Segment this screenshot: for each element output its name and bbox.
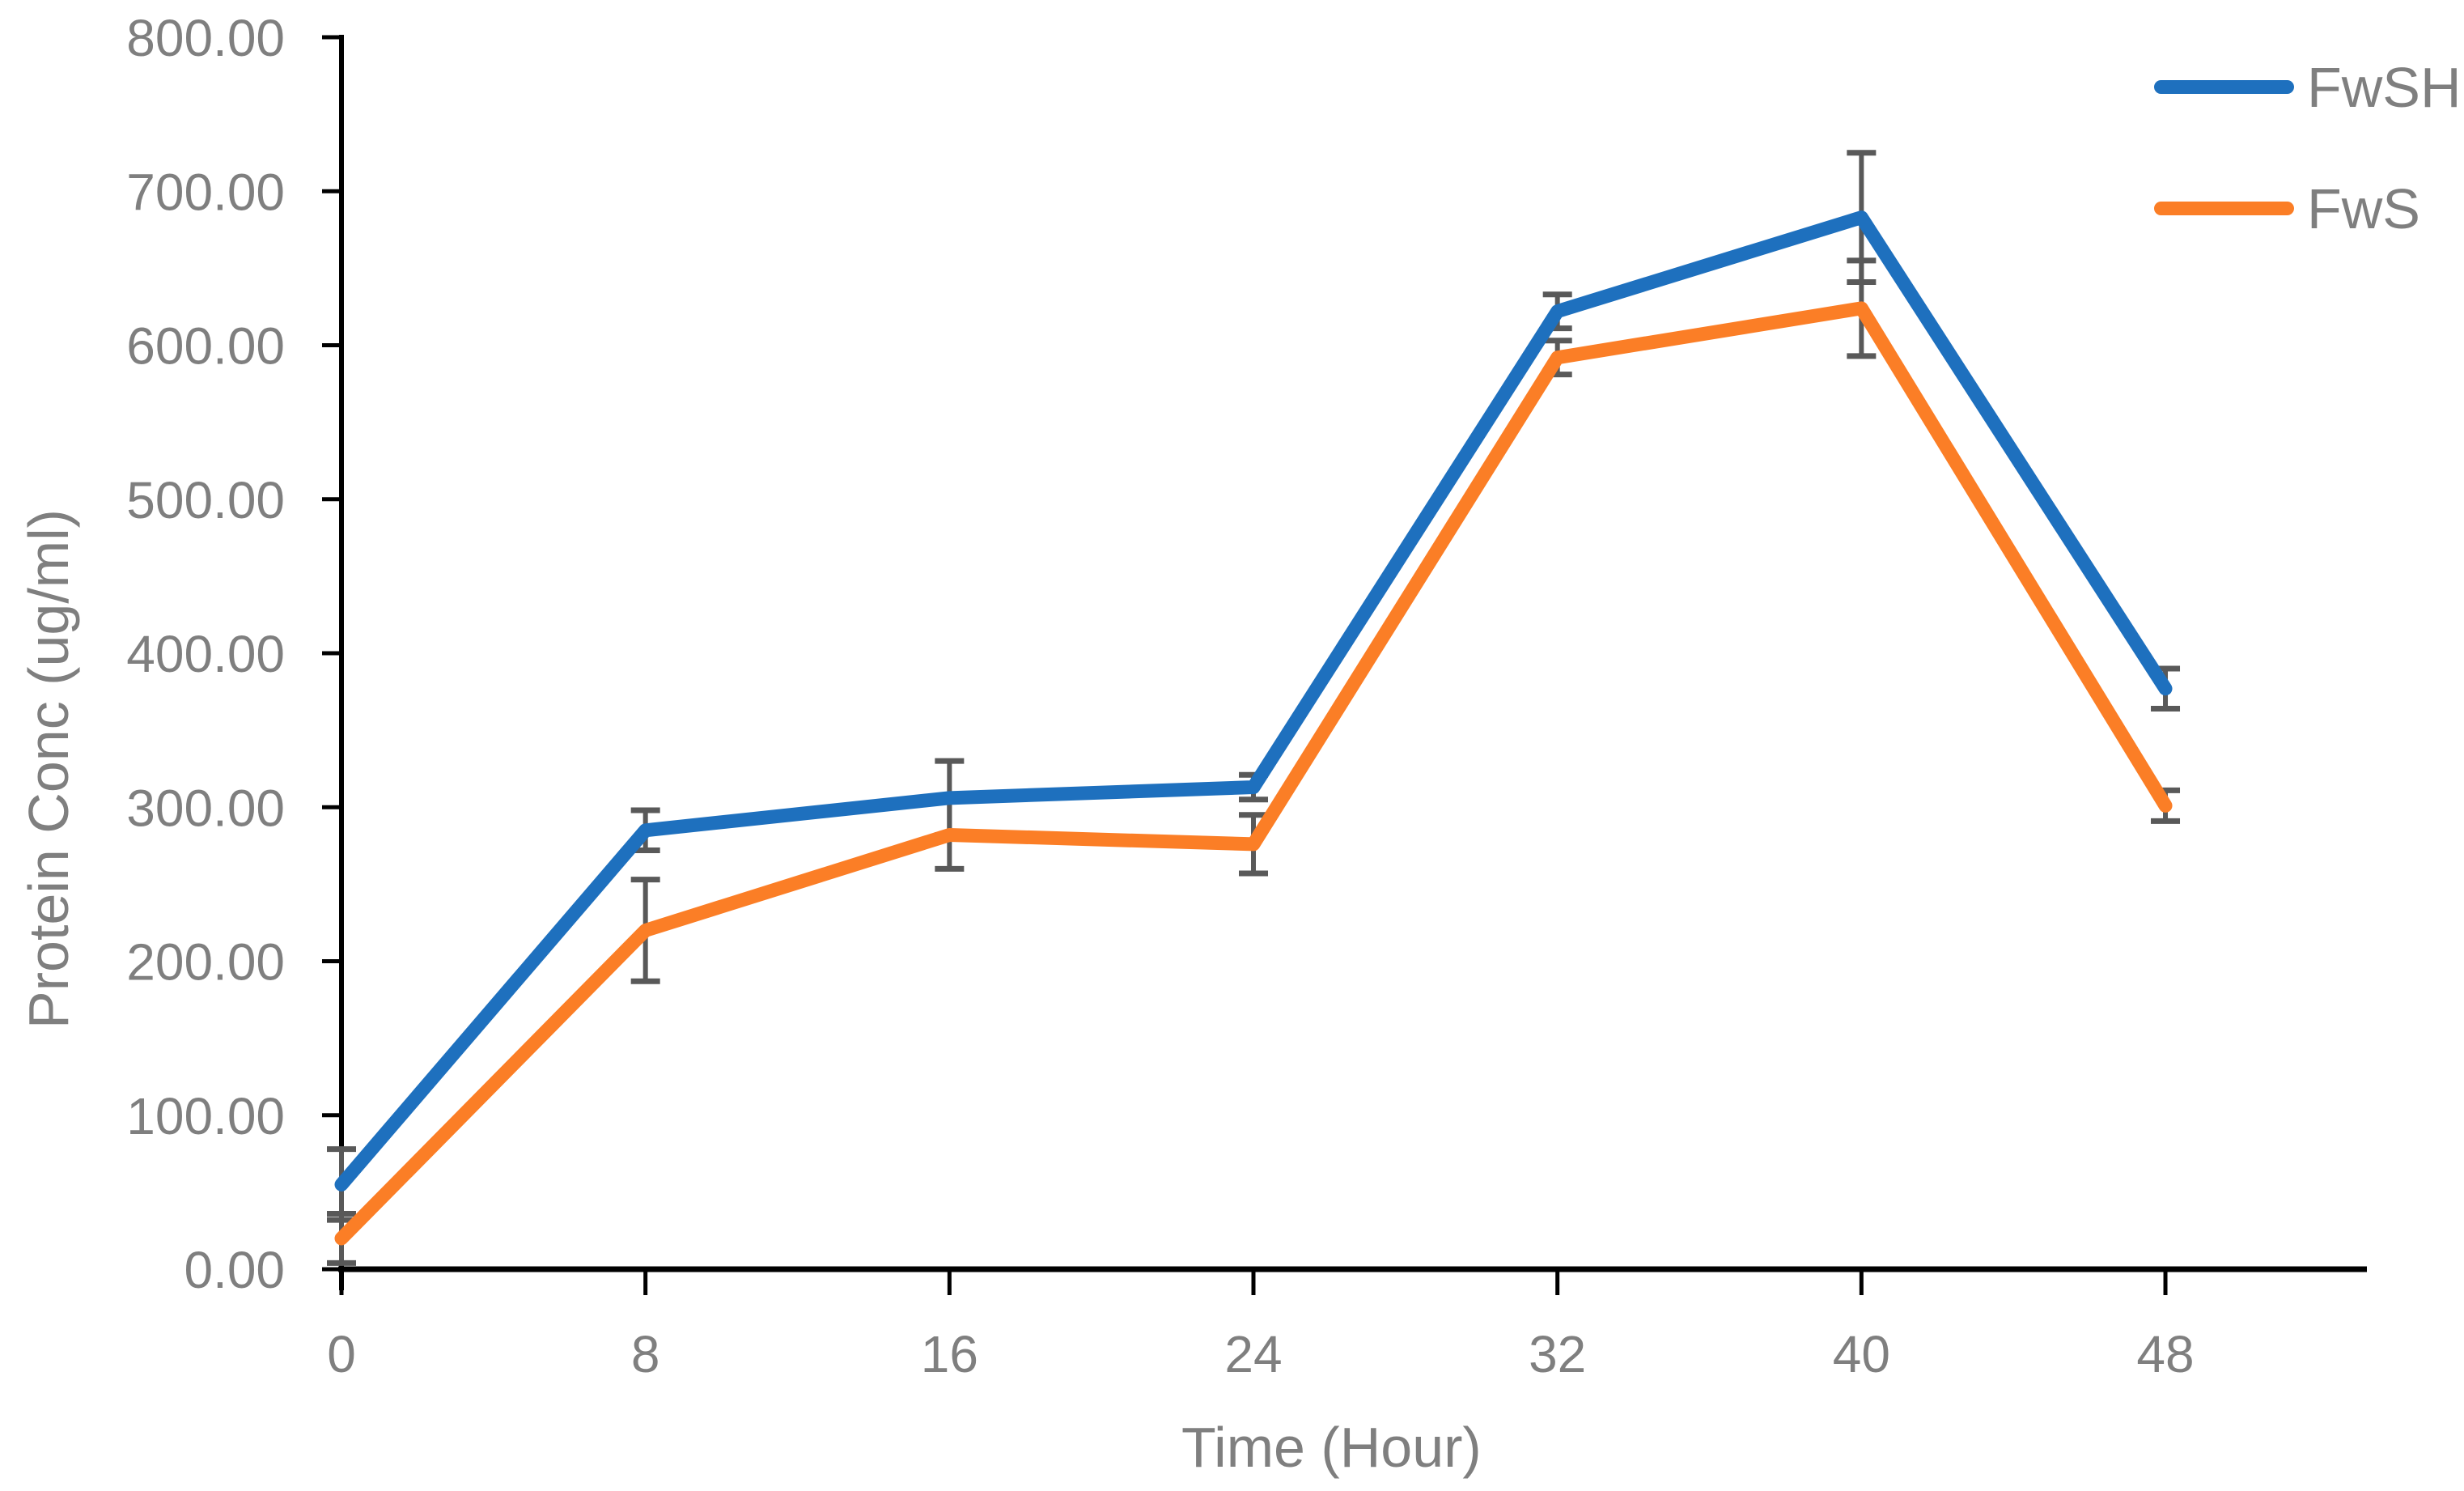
y-axis-title: Protein Conc (ug/ml) — [17, 509, 80, 1029]
fws-line-swatch — [2154, 202, 2294, 215]
x-tick-label: 0 — [327, 1325, 356, 1383]
y-tick-label: 200.00 — [126, 933, 285, 992]
y-tick-label: 500.00 — [126, 471, 285, 529]
y-tick-label: 300.00 — [126, 779, 285, 837]
y-tick-label: 700.00 — [126, 163, 285, 221]
legend-label-fws: FwS — [2307, 176, 2420, 240]
x-tick-label: 32 — [1529, 1325, 1586, 1383]
legend-label-fwsh: FwSH — [2307, 55, 2462, 119]
legend: FwSH FwS — [2154, 45, 2462, 287]
y-tick-label: 800.00 — [126, 9, 285, 67]
series-line-fwsh — [334, 210, 2173, 1192]
y-tick-label: 0.00 — [184, 1241, 285, 1299]
legend-item-fwsh: FwSH — [2154, 45, 2462, 130]
y-tick-label: 100.00 — [126, 1087, 285, 1145]
y-tick-label: 400.00 — [126, 625, 285, 683]
x-tick-label: 16 — [921, 1325, 978, 1383]
fwsh-line-swatch — [2154, 80, 2294, 94]
series-line-fws — [334, 301, 2173, 1246]
x-tick-label: 8 — [631, 1325, 660, 1383]
x-tick-label: 24 — [1224, 1325, 1282, 1383]
x-tick-label: 48 — [2136, 1325, 2194, 1383]
x-tick-label: 40 — [1833, 1325, 1890, 1383]
x-axis-title: Time (Hour) — [1181, 1416, 1482, 1479]
y-tick-label: 600.00 — [126, 317, 285, 376]
legend-item-fws: FwS — [2154, 166, 2462, 251]
